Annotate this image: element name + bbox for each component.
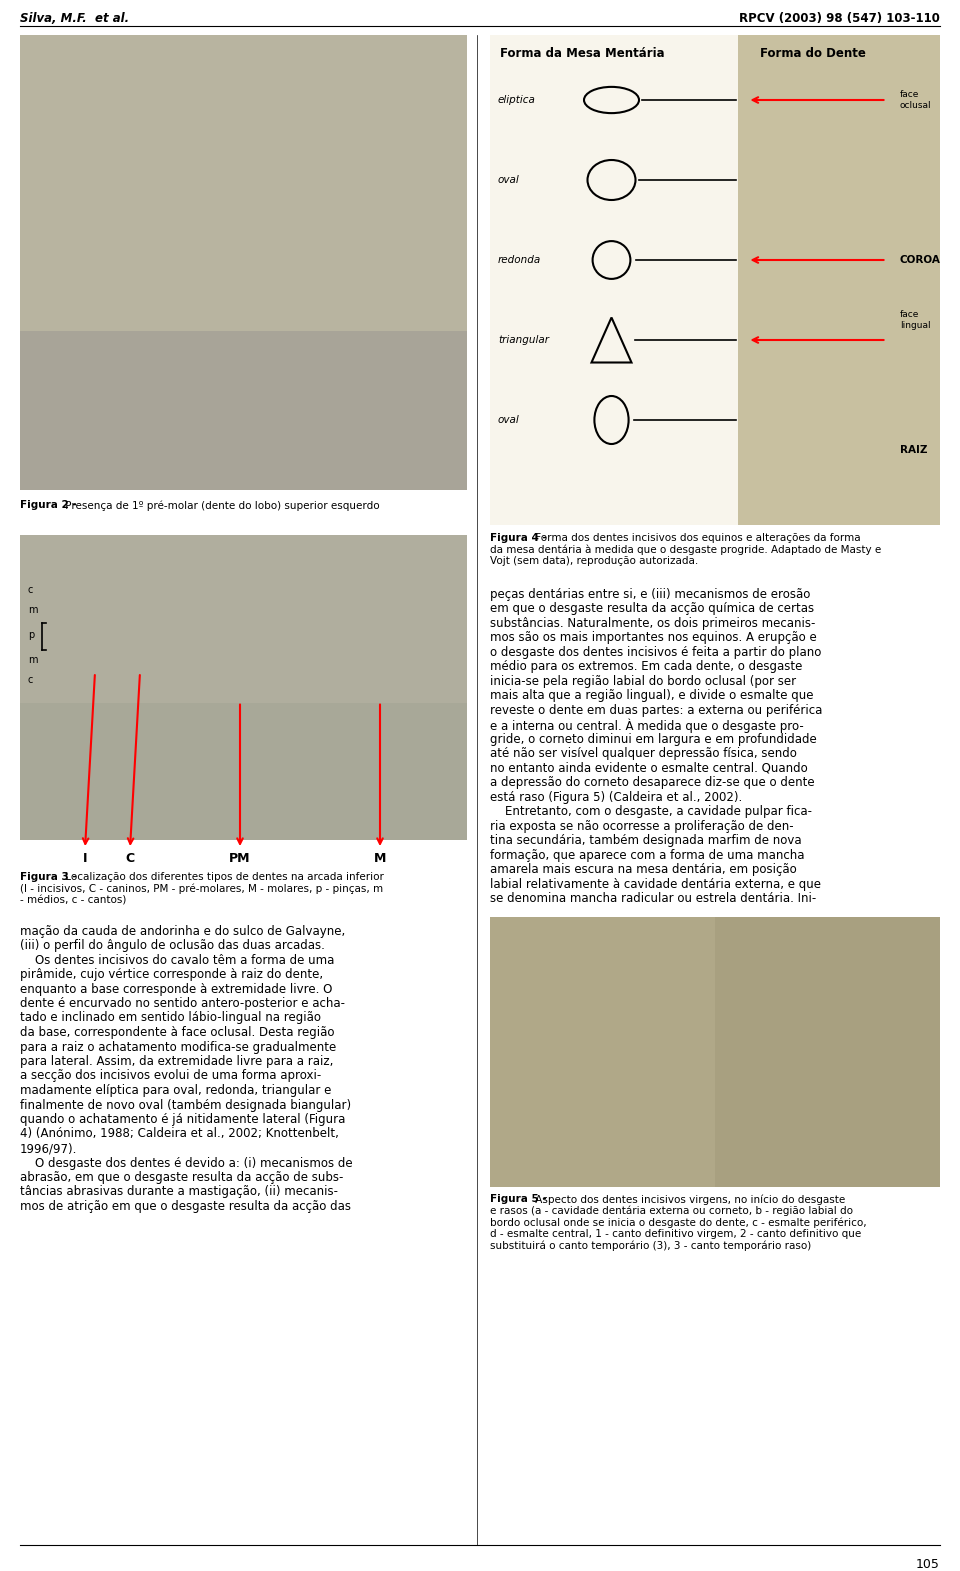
Text: formação, que aparece com a forma de uma mancha: formação, que aparece com a forma de uma… xyxy=(490,848,804,861)
Text: c: c xyxy=(28,584,34,595)
Text: se denomina mancha radicular ou estrela dentária. Ini-: se denomina mancha radicular ou estrela … xyxy=(490,892,816,905)
Text: até não ser visível qualquer depressão física, sendo: até não ser visível qualquer depressão f… xyxy=(490,746,797,760)
Text: C: C xyxy=(126,851,134,866)
Text: inicia-se pela região labial do bordo oclusal (por ser: inicia-se pela região labial do bordo oc… xyxy=(490,674,796,688)
Text: está raso (Figura 5) (Caldeira et al., 2002).: está raso (Figura 5) (Caldeira et al., 2… xyxy=(490,790,742,803)
Bar xyxy=(737,35,940,525)
Text: da base, correspondente à face oclusal. Desta região: da base, correspondente à face oclusal. … xyxy=(20,1026,334,1038)
Text: c: c xyxy=(28,676,34,685)
Text: tâncias abrasivas durante a mastigação, (ii) mecanis-: tâncias abrasivas durante a mastigação, … xyxy=(20,1186,338,1199)
Text: m: m xyxy=(28,605,37,614)
Bar xyxy=(490,35,940,525)
Text: enquanto a base corresponde à extremidade livre. O: enquanto a base corresponde à extremidad… xyxy=(20,982,332,996)
Text: M: M xyxy=(373,851,386,866)
Text: mais alta que a região lingual), e divide o esmalte que: mais alta que a região lingual), e divid… xyxy=(490,690,813,702)
Text: I: I xyxy=(83,851,87,866)
Text: labial relativamente à cavidade dentária externa, e que: labial relativamente à cavidade dentária… xyxy=(490,878,821,891)
Text: dente é encurvado no sentido antero-posterior e acha-: dente é encurvado no sentido antero-post… xyxy=(20,998,345,1010)
Bar xyxy=(20,536,467,702)
Text: Forma do Dente: Forma do Dente xyxy=(760,47,866,60)
Text: (I - incisivos, C - caninos, PM - pré-molares, M - molares, p - pinças, m: (I - incisivos, C - caninos, PM - pré-mo… xyxy=(20,883,383,894)
Text: Figura 5 -: Figura 5 - xyxy=(490,1194,546,1205)
Bar xyxy=(490,916,715,1186)
Text: abrasão, em que o desgaste resulta da acção de subs-: abrasão, em que o desgaste resulta da ac… xyxy=(20,1170,344,1185)
Text: Silva, M.F.  et al.: Silva, M.F. et al. xyxy=(20,13,130,25)
Text: (iii) o perfil do ângulo de oclusão das duas arcadas.: (iii) o perfil do ângulo de oclusão das … xyxy=(20,939,324,952)
Text: triangular: triangular xyxy=(498,335,549,346)
Text: substâncias. Naturalmente, os dois primeiros mecanis-: substâncias. Naturalmente, os dois prime… xyxy=(490,616,815,630)
Bar xyxy=(490,35,737,525)
Text: mos de atrição em que o desgaste resulta da acção das: mos de atrição em que o desgaste resulta… xyxy=(20,1200,351,1213)
Text: PM: PM xyxy=(229,851,251,866)
Text: 4) (Anónimo, 1988; Caldeira et al., 2002; Knottenbelt,: 4) (Anónimo, 1988; Caldeira et al., 2002… xyxy=(20,1128,339,1141)
Text: para a raiz o achatamento modifica-se gradualmente: para a raiz o achatamento modifica-se gr… xyxy=(20,1040,336,1054)
Text: Vojt (sem data), reprodução autorizada.: Vojt (sem data), reprodução autorizada. xyxy=(490,556,698,566)
Text: oval: oval xyxy=(498,174,519,185)
Text: Localização dos diferentes tipos de dentes na arcada inferior: Localização dos diferentes tipos de dent… xyxy=(62,872,384,881)
Text: da mesa dentária à medida que o desgaste progride. Adaptado de Masty e: da mesa dentária à medida que o desgaste… xyxy=(490,545,881,555)
Text: d - esmalte central, 1 - canto definitivo virgem, 2 - canto definitivo que: d - esmalte central, 1 - canto definitiv… xyxy=(490,1229,861,1240)
Text: face
oclusal: face oclusal xyxy=(900,90,931,110)
Bar xyxy=(20,331,467,490)
Text: reveste o dente em duas partes: a externa ou periférica: reveste o dente em duas partes: a extern… xyxy=(490,704,823,716)
Text: eliptica: eliptica xyxy=(498,94,536,105)
Text: finalmente de novo oval (também designada biangular): finalmente de novo oval (também designad… xyxy=(20,1098,351,1112)
Text: m: m xyxy=(28,655,37,665)
Text: médio para os extremos. Em cada dente, o desgaste: médio para os extremos. Em cada dente, o… xyxy=(490,660,803,672)
Text: oval: oval xyxy=(498,415,519,426)
Text: gride, o corneto diminui em largura e em profundidade: gride, o corneto diminui em largura e em… xyxy=(490,732,817,746)
Text: Aspecto dos dentes incisivos virgens, no início do desgaste: Aspecto dos dentes incisivos virgens, no… xyxy=(532,1194,845,1205)
Text: Presença de 1º pré-molar (dente do lobo) superior esquerdo: Presença de 1º pré-molar (dente do lobo)… xyxy=(62,500,379,511)
Text: face
lingual: face lingual xyxy=(900,311,930,330)
Bar xyxy=(20,35,467,331)
Text: mos são os mais importantes nos equinos. A erupção e: mos são os mais importantes nos equinos.… xyxy=(490,632,817,644)
Text: mação da cauda de andorinha e do sulco de Galvayne,: mação da cauda de andorinha e do sulco d… xyxy=(20,924,346,938)
Text: p: p xyxy=(28,630,35,639)
Text: RAIZ: RAIZ xyxy=(900,445,927,456)
Text: tado e inclinado em sentido lábio-lingual na região: tado e inclinado em sentido lábio-lingua… xyxy=(20,1012,321,1024)
Text: e a interna ou central. À medida que o desgaste pro-: e a interna ou central. À medida que o d… xyxy=(490,718,804,732)
Bar xyxy=(715,916,940,1186)
Bar xyxy=(20,536,467,840)
Text: 1996/97).: 1996/97). xyxy=(20,1142,78,1155)
Text: madamente elíptica para oval, redonda, triangular e: madamente elíptica para oval, redonda, t… xyxy=(20,1084,331,1097)
Text: amarela mais escura na mesa dentária, em posição: amarela mais escura na mesa dentária, em… xyxy=(490,862,797,877)
Text: Forma dos dentes incisivos dos equinos e alterações da forma: Forma dos dentes incisivos dos equinos e… xyxy=(532,533,860,544)
Text: para lateral. Assim, da extremidade livre para a raiz,: para lateral. Assim, da extremidade livr… xyxy=(20,1056,333,1068)
Text: O desgaste dos dentes é devido a: (i) mecanismos de: O desgaste dos dentes é devido a: (i) me… xyxy=(20,1156,352,1169)
Bar xyxy=(20,702,467,840)
Text: Figura 3 -: Figura 3 - xyxy=(20,872,77,881)
Text: peças dentárias entre si, e (iii) mecanismos de erosão: peças dentárias entre si, e (iii) mecani… xyxy=(490,588,810,600)
Text: - médios, c - cantos): - médios, c - cantos) xyxy=(20,895,127,905)
Text: Entretanto, com o desgaste, a cavidade pulpar fica-: Entretanto, com o desgaste, a cavidade p… xyxy=(490,804,812,818)
Bar xyxy=(490,916,940,1186)
Text: bordo oclusal onde se inicia o desgaste do dente, c - esmalte periférico,: bordo oclusal onde se inicia o desgaste … xyxy=(490,1218,867,1229)
Bar xyxy=(20,35,467,490)
Text: redonda: redonda xyxy=(498,255,541,265)
Text: a depressão do corneto desaparece diz-se que o dente: a depressão do corneto desaparece diz-se… xyxy=(490,776,815,789)
Text: pirâmide, cujo vértice corresponde à raiz do dente,: pirâmide, cujo vértice corresponde à rai… xyxy=(20,968,324,980)
Text: no entanto ainda evidente o esmalte central. Quando: no entanto ainda evidente o esmalte cent… xyxy=(490,762,807,775)
Text: Os dentes incisivos do cavalo têm a forma de uma: Os dentes incisivos do cavalo têm a form… xyxy=(20,954,334,966)
Text: Figura 4 -: Figura 4 - xyxy=(490,533,547,544)
Text: 105: 105 xyxy=(916,1558,940,1571)
Text: o desgaste dos dentes incisivos é feita a partir do plano: o desgaste dos dentes incisivos é feita … xyxy=(490,646,822,658)
Text: e rasos (a - cavidade dentária externa ou corneto, b - região labial do: e rasos (a - cavidade dentária externa o… xyxy=(490,1207,853,1216)
Text: em que o desgaste resulta da acção química de certas: em que o desgaste resulta da acção quími… xyxy=(490,602,814,614)
Text: ria exposta se não ocorresse a proliferação de den-: ria exposta se não ocorresse a prolifera… xyxy=(490,820,794,833)
Text: a secção dos incisivos evolui de uma forma aproxi-: a secção dos incisivos evolui de uma for… xyxy=(20,1070,322,1082)
Text: tina secundária, também designada marfim de nova: tina secundária, também designada marfim… xyxy=(490,834,802,847)
Text: RPCV (2003) 98 (547) 103-110: RPCV (2003) 98 (547) 103-110 xyxy=(739,13,940,25)
Text: quando o achatamento é já nitidamente lateral (Figura: quando o achatamento é já nitidamente la… xyxy=(20,1112,346,1126)
Text: Figura 2 -: Figura 2 - xyxy=(20,500,77,511)
Text: substituirá o canto temporário (3), 3 - canto temporário raso): substituirá o canto temporário (3), 3 - … xyxy=(490,1241,811,1251)
Text: Forma da Mesa Mentária: Forma da Mesa Mentária xyxy=(500,47,664,60)
Text: COROA: COROA xyxy=(900,255,941,265)
